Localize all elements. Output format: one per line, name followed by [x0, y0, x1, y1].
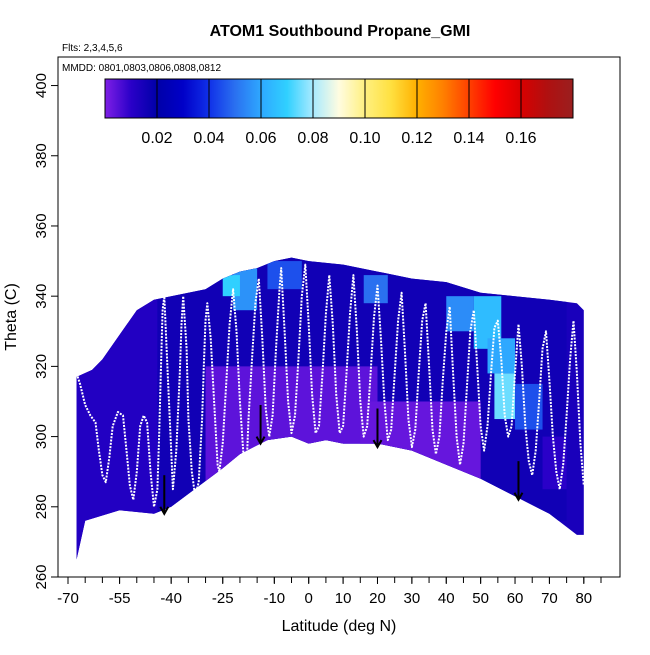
descent-arrow-2: [372, 408, 383, 450]
field-cell-11: [494, 373, 516, 420]
field-cell-6: [267, 261, 302, 290]
descent-arrow-3: [513, 461, 524, 502]
colorbar-tick-label: 0.10: [349, 130, 380, 147]
x-tick-label: 70: [541, 590, 558, 607]
colorbar-ramp: [104, 78, 574, 119]
y-tick-label: 400: [33, 73, 50, 98]
x-tick-label: 60: [507, 590, 524, 607]
y-tick-label: 380: [33, 143, 50, 168]
x-tick-label: 30: [404, 590, 421, 607]
y-tick-label: 260: [33, 564, 50, 589]
x-axis-label: Latitude (deg N): [282, 618, 397, 635]
x-tick-label: 40: [438, 590, 455, 607]
y-tick-label: 360: [33, 213, 50, 238]
colorbar-tick-label: 0.14: [453, 130, 484, 147]
descent-arrow-0: [159, 475, 170, 516]
colorbar-tick-label: 0.06: [245, 130, 276, 147]
x-tick-label: -40: [160, 590, 182, 607]
descent-arrow-1: [255, 404, 266, 446]
colorbar-tick-label: 0.08: [297, 130, 328, 147]
x-axis: -70 -55 -40 -25 -10 0 10 20 30 40 50 60 70 80: [57, 577, 602, 607]
y-tick-label: 300: [33, 424, 50, 449]
x-tick-label: 20: [369, 590, 386, 607]
y-tick-label: 320: [33, 354, 50, 379]
colorbar: 0.02 0.04 0.06 0.08 0.10 0.12 0.14 0.16: [104, 78, 574, 147]
colorbar-tick-label: 0.12: [401, 130, 432, 147]
y-tick-label: 340: [33, 284, 50, 309]
colorbar-tick-label: 0.02: [141, 130, 172, 147]
field-layer: [76, 257, 584, 560]
x-tick-label: -55: [109, 590, 131, 607]
x-tick-label: -70: [57, 590, 79, 607]
x-tick-label: 10: [335, 590, 352, 607]
field-cell-0: [76, 296, 158, 560]
x-tick-label: 0: [305, 590, 313, 607]
field-cell-2: [205, 366, 378, 490]
colorbar-tick-label: 0.04: [193, 130, 224, 147]
x-tick-label: 50: [472, 590, 489, 607]
x-tick-label: -10: [263, 590, 285, 607]
x-tick-label: 80: [575, 590, 592, 607]
flight-track-layer: [75, 263, 585, 508]
flights-label: Flts: 2,3,4,5,6: [62, 43, 123, 54]
field-cell-5: [222, 275, 240, 297]
y-tick-label: 280: [33, 494, 50, 519]
dates-label: MMDD: 0801,0803,0806,0808,0812: [62, 63, 221, 74]
chart-title: ATOM1 Southbound Propane_GMI: [210, 23, 471, 40]
y-axis: 260 280 300 320 340 360 380 400: [33, 73, 58, 590]
colorbar-tick-label: 0.16: [505, 130, 536, 147]
plot-frame: [57, 56, 621, 578]
descent-arrow-layer: [159, 404, 524, 516]
flight-track: [75, 263, 585, 508]
y-axis-label: Theta (C): [3, 283, 20, 351]
x-tick-label: -25: [212, 590, 234, 607]
